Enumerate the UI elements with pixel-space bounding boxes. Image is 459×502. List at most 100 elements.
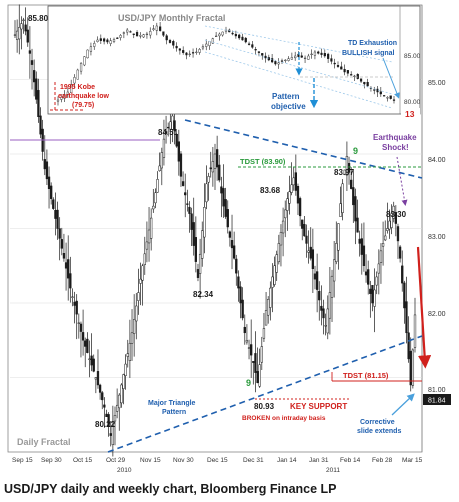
candle-up: [260, 346, 263, 363]
candle-down: [184, 192, 187, 196]
corrective-label-line2: slide extends: [357, 428, 401, 435]
monthly-candle: [261, 53, 264, 56]
candle-down: [252, 361, 255, 363]
monthly-candle: [142, 34, 145, 38]
candle-down: [237, 276, 240, 289]
monthly-candle: [201, 46, 205, 49]
candle-up: [273, 265, 276, 285]
monthly-candle: [145, 33, 149, 36]
x-tick-label: Sep 30: [41, 457, 62, 464]
monthly-candle: [218, 33, 221, 37]
kobe-label-line2: earthquake low: [58, 93, 110, 100]
monthly-candle: [165, 35, 168, 41]
monthly-candle: [132, 33, 135, 35]
td-count-9: 9: [246, 378, 251, 388]
candle-up: [213, 153, 217, 169]
monthly-candle: [300, 55, 303, 58]
candle-down: [371, 285, 374, 304]
monthly-candle: [376, 88, 379, 93]
x-tick-label: Oct 29: [106, 457, 126, 464]
candle-down: [235, 258, 238, 274]
candle-up: [373, 289, 376, 307]
monthly-candle: [221, 31, 224, 36]
candle-up: [379, 250, 383, 263]
candle-down: [175, 133, 178, 147]
monthly-candle: [333, 62, 336, 65]
candle-down: [67, 259, 70, 279]
candle-up: [267, 299, 270, 316]
monthly-candle: [139, 35, 142, 37]
monthly-candle: [241, 36, 244, 41]
candle-down: [364, 271, 368, 276]
candle-up: [377, 263, 380, 274]
candle-up: [139, 278, 142, 284]
y-tick-label: 81.00: [428, 387, 446, 394]
candle-up: [71, 296, 74, 298]
candle-down: [254, 353, 257, 373]
candle-up: [141, 265, 144, 281]
candle-up: [345, 155, 349, 176]
monthly-candle: [188, 53, 191, 56]
candle-up: [124, 363, 127, 376]
monthly-candle: [185, 52, 188, 56]
candle-down: [230, 240, 234, 249]
tdst-upper-label: TDST (83.90): [240, 157, 286, 166]
monthly-candle: [195, 51, 198, 54]
monthly-candle: [310, 53, 313, 56]
chart-frame: 85.00 84.00 83.00 82.00 81.00 81.84 Sep …: [7, 4, 451, 474]
candle-up: [88, 358, 91, 360]
monthly-candle: [76, 69, 79, 80]
candle-down: [350, 179, 353, 189]
candle-down: [228, 231, 232, 238]
monthly-candle: [379, 91, 382, 95]
candle-down: [309, 246, 312, 259]
candle-up: [122, 374, 125, 389]
x-tick-label: Dec 31: [243, 457, 264, 464]
monthly-candle: [122, 32, 125, 34]
monthly-candle: [313, 51, 317, 56]
monthly-candle: [70, 84, 73, 94]
candle-down: [367, 269, 370, 285]
candle-up: [264, 310, 268, 326]
candle-down: [222, 188, 225, 207]
monthly-candle: [129, 31, 132, 33]
candle-up: [137, 292, 140, 301]
candle-up: [335, 243, 338, 262]
earthquake-label-line1: Earthquake: [373, 133, 417, 142]
candle-down: [188, 206, 191, 214]
candle-up: [343, 169, 346, 175]
candle-down: [224, 199, 227, 217]
candle-down: [79, 323, 83, 332]
monthly-candle: [155, 25, 158, 31]
candle-up: [392, 205, 395, 219]
monthly-candle: [66, 91, 69, 95]
candle-down: [107, 414, 110, 427]
candle-up: [158, 165, 161, 172]
candle-down: [64, 262, 68, 269]
pattern-label-line2: objective: [271, 102, 306, 111]
candle-down: [409, 350, 412, 386]
candle-down: [192, 222, 195, 246]
candle-up: [18, 27, 21, 40]
monthly-candle: [234, 33, 237, 37]
monthly-candle: [247, 43, 251, 45]
triangle-label-line1: Major Triangle: [148, 400, 196, 407]
candle-up: [77, 322, 80, 324]
monthly-candle: [56, 99, 60, 102]
candle-down: [196, 269, 200, 278]
candle-up: [22, 19, 25, 21]
monthly-candle: [93, 43, 96, 47]
candle-down: [209, 167, 212, 170]
monthly-candle: [284, 59, 287, 62]
candle-down: [26, 29, 29, 43]
candle-down: [241, 299, 244, 319]
monthly-candle: [159, 26, 162, 31]
monthly-candle: [287, 58, 290, 61]
candle-down: [30, 60, 34, 65]
candle-down: [96, 371, 100, 386]
candle-up: [120, 384, 123, 404]
candle-up: [111, 425, 115, 446]
candle-up: [115, 404, 119, 412]
candle-up: [160, 152, 163, 169]
candle-up: [284, 209, 287, 219]
